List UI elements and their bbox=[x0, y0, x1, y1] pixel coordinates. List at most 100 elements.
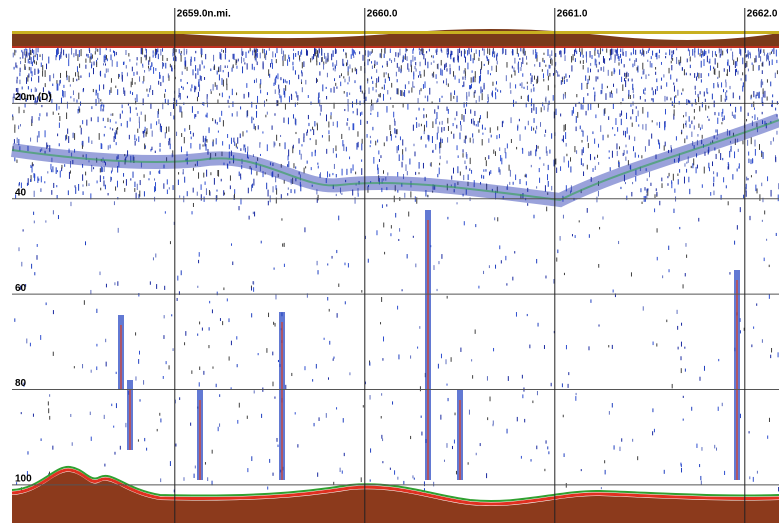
echo-dot bbox=[462, 153, 464, 158]
echo-dot bbox=[343, 91, 345, 94]
echo-dot bbox=[745, 54, 747, 58]
echo-dot bbox=[357, 193, 359, 197]
echo-dot bbox=[173, 115, 175, 120]
echo-dot bbox=[673, 50, 675, 55]
echo-dot bbox=[612, 127, 614, 130]
echo-dot bbox=[42, 65, 44, 71]
echo-dot bbox=[724, 98, 726, 102]
echo-dot bbox=[301, 62, 303, 69]
echo-dot bbox=[255, 78, 257, 83]
echo-dot bbox=[40, 188, 42, 192]
echo-dot bbox=[652, 50, 654, 56]
echo-dot bbox=[149, 171, 151, 175]
echo-dot bbox=[705, 50, 707, 55]
echo-dot bbox=[433, 481, 435, 487]
echo-dot bbox=[713, 66, 715, 70]
echo-dot bbox=[647, 59, 649, 62]
echo-dot bbox=[510, 90, 512, 94]
echo-dot bbox=[544, 134, 546, 137]
echo-dot bbox=[109, 89, 111, 95]
echo-dot bbox=[56, 83, 58, 91]
echo-dot bbox=[279, 89, 281, 93]
echo-dot bbox=[360, 66, 362, 71]
echo-dot bbox=[469, 157, 471, 165]
echo-dot bbox=[437, 105, 439, 110]
echo-dot bbox=[76, 66, 78, 73]
echo-dot bbox=[748, 431, 750, 434]
echo-dot bbox=[65, 53, 67, 57]
echo-dot bbox=[376, 69, 378, 73]
echo-dot bbox=[77, 109, 79, 114]
echo-dot bbox=[747, 50, 749, 57]
echo-dot bbox=[725, 82, 727, 88]
echo-dot bbox=[369, 135, 371, 139]
echo-dot bbox=[335, 145, 337, 152]
echo-dot bbox=[536, 53, 538, 59]
echo-dot bbox=[469, 168, 471, 171]
echo-dot bbox=[382, 358, 384, 361]
echo-dot bbox=[514, 251, 516, 254]
echo-dot bbox=[460, 50, 462, 57]
echo-dot bbox=[97, 48, 99, 52]
echo-dot bbox=[395, 129, 397, 135]
echo-dot bbox=[68, 136, 70, 144]
echo-dot bbox=[587, 103, 589, 111]
echo-dot bbox=[454, 412, 456, 416]
echo-dot bbox=[725, 79, 727, 83]
echo-dot bbox=[126, 120, 128, 128]
echo-dot bbox=[323, 337, 325, 340]
echo-dot bbox=[418, 75, 420, 78]
echo-dot bbox=[176, 297, 178, 301]
echo-dot bbox=[378, 150, 380, 155]
echo-dot bbox=[272, 351, 274, 356]
echo-dot bbox=[301, 144, 303, 147]
echo-dot bbox=[604, 58, 606, 64]
echo-dot bbox=[762, 91, 764, 98]
echo-dot bbox=[729, 65, 731, 72]
echo-dot bbox=[718, 70, 720, 78]
echo-dot bbox=[758, 65, 760, 71]
echo-dot bbox=[676, 57, 678, 64]
echo-dot bbox=[775, 156, 777, 163]
echo-dot bbox=[456, 111, 458, 117]
echo-dot bbox=[714, 147, 716, 151]
echo-dot bbox=[114, 451, 116, 455]
echo-dot bbox=[600, 487, 602, 490]
echo-dot bbox=[483, 48, 485, 56]
echo-dot bbox=[52, 310, 54, 315]
echo-dot bbox=[295, 178, 297, 182]
echo-dot bbox=[715, 153, 717, 160]
echo-dot bbox=[735, 106, 737, 113]
echo-dot bbox=[296, 92, 298, 98]
echo-dot bbox=[342, 140, 344, 147]
echo-dot bbox=[132, 171, 134, 178]
echo-dot bbox=[561, 138, 563, 142]
echo-dot bbox=[343, 144, 345, 151]
echo-dot bbox=[737, 70, 739, 75]
echo-dot bbox=[301, 49, 303, 55]
echo-dot bbox=[402, 55, 404, 62]
echo-dot bbox=[82, 141, 84, 145]
echo-dot bbox=[443, 126, 445, 131]
echo-dot bbox=[221, 92, 223, 98]
echo-dot bbox=[136, 62, 138, 66]
echo-dot bbox=[236, 92, 238, 96]
echo-dot bbox=[751, 344, 753, 348]
echo-dot bbox=[620, 118, 622, 126]
echo-dot bbox=[354, 67, 356, 72]
echo-dot bbox=[374, 60, 376, 67]
echo-dot bbox=[661, 183, 663, 189]
echo-dot bbox=[486, 473, 488, 479]
echo-dot bbox=[598, 53, 600, 58]
echo-dot bbox=[714, 444, 716, 449]
echo-dot bbox=[531, 75, 533, 82]
echo-dot bbox=[622, 51, 624, 56]
echo-dot bbox=[511, 65, 513, 69]
echo-dot bbox=[172, 185, 174, 190]
echo-dot bbox=[66, 101, 68, 109]
echo-dot bbox=[748, 158, 750, 164]
echo-dot bbox=[398, 238, 400, 241]
echo-dot bbox=[378, 158, 380, 162]
echo-dot bbox=[44, 150, 46, 154]
echo-dot bbox=[326, 58, 328, 63]
